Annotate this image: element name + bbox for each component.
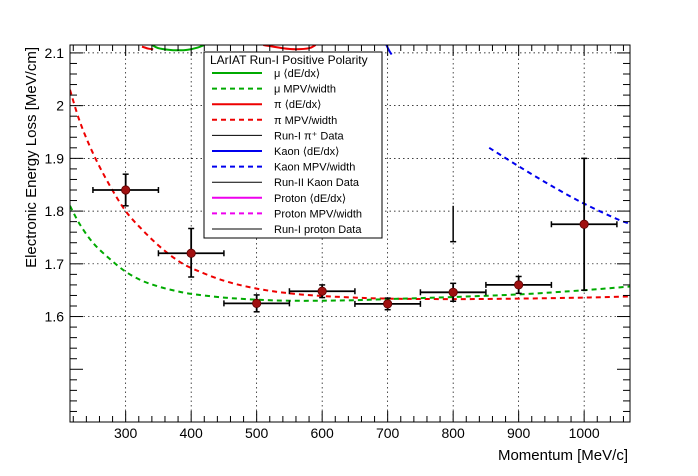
series-line (70, 205, 630, 302)
x-tick-label: 300 (114, 425, 138, 441)
x-tick-label: 800 (441, 425, 465, 441)
y-tick-label: 1.9 (45, 150, 65, 166)
data-point (448, 287, 458, 297)
legend-label: Run-I π⁺ Data (274, 130, 345, 142)
x-tick-label: 400 (179, 425, 203, 441)
legend-label: Proton ⟨dE/dx⟩ (274, 193, 346, 205)
x-axis-label: Momentum [MeV/c] (498, 447, 628, 464)
data-point (317, 286, 327, 296)
data-point (579, 219, 589, 229)
series-line (385, 45, 393, 56)
legend-box (203, 51, 383, 239)
x-tick-label: 900 (507, 425, 531, 441)
legend-label: μ MPV/width (274, 84, 336, 96)
series-line (70, 89, 630, 301)
legend-label: Run-I proton Data (274, 224, 362, 236)
data-point-group (550, 157, 618, 291)
legend-label: Kaon MPV/width (274, 162, 355, 174)
y-axis-label: Electronic Energy Loss [MeV/cm] (23, 47, 40, 268)
legend-label: Run-II Kaon Data (274, 177, 360, 189)
legend-label: Proton MPV/width (274, 208, 362, 220)
curves (70, 45, 630, 302)
data-point-group (92, 173, 160, 207)
data-points (92, 157, 618, 313)
series-line (488, 146, 630, 225)
legend-label: μ ⟨dE/dx⟩ (274, 68, 320, 80)
data-point-group (354, 297, 422, 311)
y-tick-label: 2.1 (45, 45, 65, 61)
plot-frame (69, 44, 631, 423)
x-tick-label: 500 (245, 425, 269, 441)
legend-label: Kaon ⟨dE/dx⟩ (274, 146, 339, 158)
x-tick-label: 600 (310, 425, 334, 441)
data-point (252, 298, 262, 308)
legend-title: LArIAT Run-I Positive Polarity (210, 53, 368, 67)
data-point-group (223, 294, 291, 313)
data-point (514, 280, 524, 290)
data-point-group (485, 275, 553, 295)
y-tick-label: 1.7 (45, 256, 65, 272)
data-point-group (419, 282, 487, 303)
y-tick-label: 1.6 (45, 309, 65, 325)
x-tick-label: 1000 (569, 425, 600, 441)
y-tick-label: 1.8 (45, 203, 65, 219)
legend-label: π ⟨dE/dx⟩ (274, 99, 321, 111)
x-tick-label: 700 (376, 425, 400, 441)
data-point (383, 299, 393, 309)
data-point (186, 248, 196, 258)
legend-label: π MPV/width (274, 115, 337, 127)
data-point (121, 185, 131, 195)
axis-ticks: 300 400 500 600 700 800 900 1000 1.6 1.7 1.8 1.9 2 2.… (45, 45, 630, 441)
data-point-group (288, 284, 356, 299)
data-point-group (157, 227, 225, 278)
y-tick-label: 2 (56, 98, 64, 114)
